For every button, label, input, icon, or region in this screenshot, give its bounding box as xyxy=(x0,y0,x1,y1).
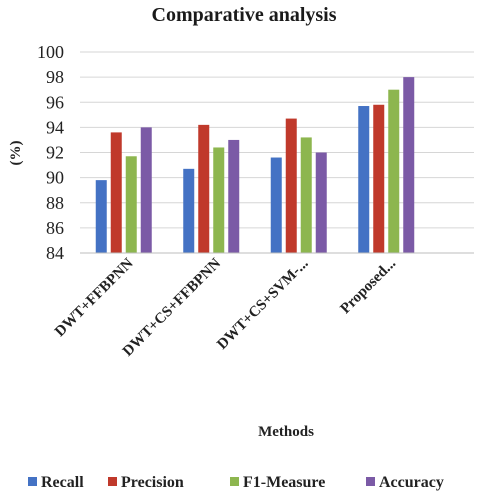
legend-label: Recall xyxy=(41,474,84,491)
category-label: DWT+FFBPNN xyxy=(52,255,137,340)
y-tick-label: 84 xyxy=(46,243,64,263)
y-axis-ticks: 84 86 88 90 92 94 96 98 100 xyxy=(37,42,64,263)
bar-precision-1 xyxy=(110,132,122,253)
bar-accuracy-2 xyxy=(228,139,240,253)
legend-swatch xyxy=(28,477,37,486)
x-axis-label: Methods xyxy=(258,424,314,440)
chart-title: Comparative analysis xyxy=(152,4,337,26)
bar-accuracy-4 xyxy=(403,77,415,253)
legend-label: F1-Measure xyxy=(243,474,325,491)
y-tick-label: 94 xyxy=(46,117,64,137)
y-tick-label: 92 xyxy=(46,143,64,163)
bar-precision-3 xyxy=(285,118,297,253)
legend-label: Precision xyxy=(121,474,184,491)
bar-recall-3 xyxy=(270,157,282,253)
bars xyxy=(95,77,415,253)
legend-swatch xyxy=(366,477,375,486)
bar-recall-2 xyxy=(183,168,195,253)
bar-accuracy-3 xyxy=(315,152,327,253)
bar-precision-4 xyxy=(373,104,385,253)
y-tick-label: 98 xyxy=(46,67,64,87)
legend-swatch xyxy=(230,477,239,486)
y-tick-label: 86 xyxy=(46,218,64,238)
legend: Recall Precision F1-Measure Accuracy xyxy=(28,474,444,491)
bar-precision-2 xyxy=(198,124,210,253)
category-label: DWT+CS+FFBPNN xyxy=(120,255,224,359)
bar-accuracy-1 xyxy=(140,127,152,253)
bar-f1-measure-4 xyxy=(388,89,400,253)
y-tick-label: 100 xyxy=(37,42,64,62)
y-axis-label: (%) xyxy=(8,141,24,166)
bar-recall-4 xyxy=(358,106,370,253)
y-tick-label: 96 xyxy=(46,92,64,112)
bar-recall-1 xyxy=(95,180,107,253)
category-label: Proposed... xyxy=(338,255,400,317)
y-tick-label: 90 xyxy=(46,168,64,188)
bar-f1-measure-1 xyxy=(125,156,137,253)
legend-swatch xyxy=(108,477,117,486)
legend-label: Accuracy xyxy=(379,474,444,491)
bar-f1-measure-2 xyxy=(213,147,225,253)
category-label: DWT+CS+SVM-... xyxy=(214,255,312,353)
bar-f1-measure-3 xyxy=(300,137,312,253)
y-tick-label: 88 xyxy=(46,193,64,213)
